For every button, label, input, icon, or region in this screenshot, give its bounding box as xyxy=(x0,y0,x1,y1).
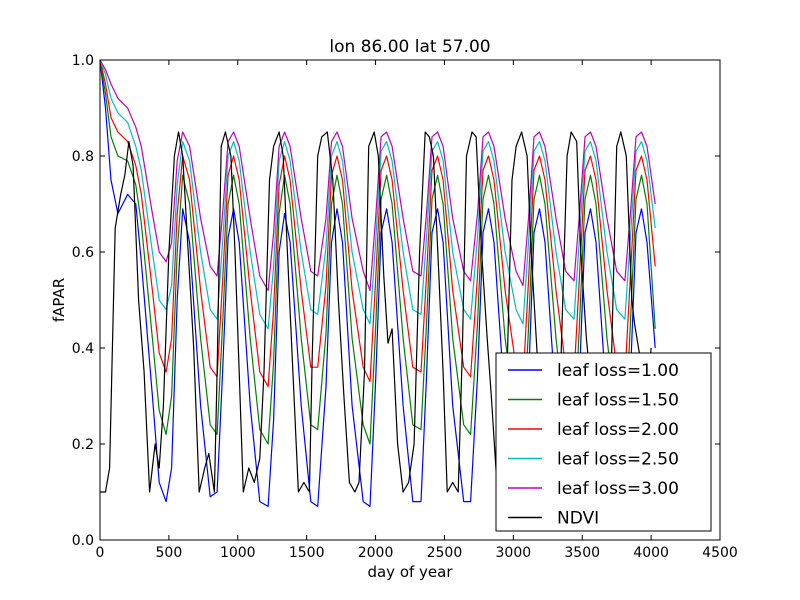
legend-box xyxy=(495,352,712,532)
x-tick-label: 500 xyxy=(156,545,183,561)
y-axis-label: fAPAR xyxy=(50,278,68,322)
legend-label-0: leaf loss=1.00 xyxy=(557,361,679,381)
chart-title: lon 86.00 lat 57.00 xyxy=(329,37,490,57)
x-tick-label: 4000 xyxy=(633,545,669,561)
x-tick-label: 2000 xyxy=(358,545,394,561)
legend: leaf loss=1.00 leaf loss=1.50 leaf loss=2.… xyxy=(495,352,712,532)
plot-frame xyxy=(99,59,721,541)
y-tick-label: 0.4 xyxy=(72,341,94,357)
x-tick-label: 3500 xyxy=(564,545,600,561)
series-line-4 xyxy=(99,59,656,291)
x-axis: 0 500 1000 1500 2000 2500 3000 3500 4000 4500 xyxy=(96,60,738,561)
y-tick-label: 0.2 xyxy=(72,437,94,453)
legend-label-2: leaf loss=2.00 xyxy=(557,420,679,440)
x-tick-label: 1500 xyxy=(289,545,325,561)
x-axis-label: day of year xyxy=(367,563,453,581)
y-axis: 0.0 0.2 0.4 0.6 0.8 1.0 xyxy=(72,53,720,549)
x-tick-label: 2500 xyxy=(427,545,463,561)
legend-label-5: NDVI xyxy=(557,509,599,529)
x-tick-label: 3000 xyxy=(496,545,532,561)
legend-label-4: leaf loss=3.00 xyxy=(557,479,679,499)
y-tick-label: 0.8 xyxy=(72,149,94,165)
y-tick-label: 1.0 xyxy=(72,53,94,69)
x-tick-label: 0 xyxy=(96,545,105,561)
series-line-3 xyxy=(99,59,656,330)
legend-label-3: leaf loss=2.50 xyxy=(557,450,679,470)
legend-label-1: leaf loss=1.50 xyxy=(557,391,679,411)
x-tick-label: 1000 xyxy=(220,545,256,561)
y-tick-label: 0.6 xyxy=(72,245,94,261)
x-tick-label: 4500 xyxy=(702,545,738,561)
y-tick-label: 0.0 xyxy=(72,533,94,549)
